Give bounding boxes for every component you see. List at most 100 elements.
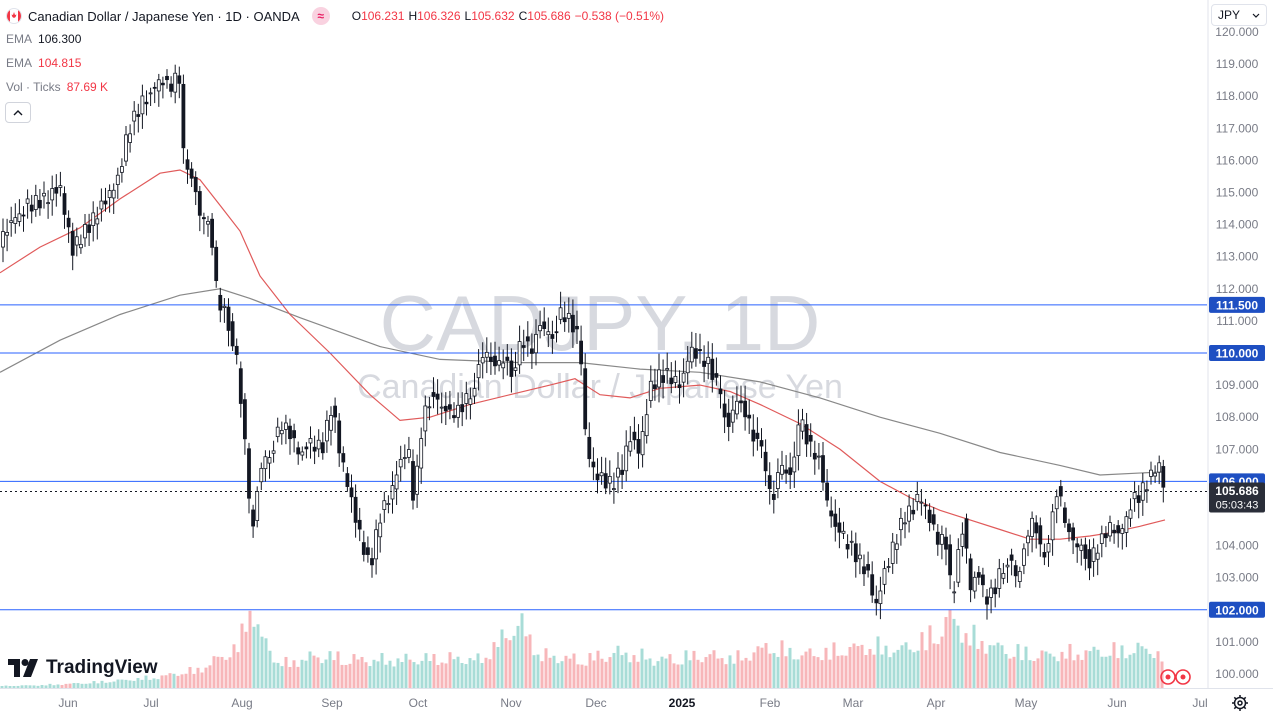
- candle-body: [952, 591, 957, 594]
- time-axis[interactable]: Jun Jul Aug Sep Oct Nov Dec 2025 Feb Mar Apr May Jun…: [0, 669, 1273, 710]
- candle-body: [579, 340, 583, 365]
- volume-bar: [68, 683, 72, 688]
- candle-body: [456, 404, 461, 418]
- candle-body: [42, 192, 46, 197]
- candle-body: [841, 530, 846, 534]
- candle: [1095, 544, 1100, 576]
- candle: [583, 353, 588, 436]
- candle-body: [1, 231, 5, 248]
- candle: [911, 498, 916, 521]
- candle-body: [415, 465, 420, 495]
- volume-bar: [388, 660, 392, 688]
- candle-body: [595, 473, 600, 481]
- candle-body: [9, 220, 14, 223]
- volume-bar: [160, 675, 164, 688]
- candle-body: [58, 185, 63, 188]
- candle-body: [763, 451, 768, 472]
- ohlc-key: H: [408, 9, 418, 23]
- indicator-value: 104.815: [38, 56, 82, 70]
- candle: [181, 74, 186, 164]
- volume-bar: [132, 680, 136, 688]
- volume-bar: [708, 654, 712, 688]
- candle: [1075, 537, 1080, 563]
- volume-bar: [876, 636, 880, 688]
- candle: [386, 495, 391, 514]
- candle: [1108, 515, 1112, 542]
- candle: [33, 184, 38, 217]
- candle: [197, 185, 202, 232]
- settings-gear-icon[interactable]: [1231, 694, 1249, 712]
- volume-bar: [892, 652, 896, 688]
- candle: [931, 507, 936, 531]
- candle-body: [673, 375, 678, 383]
- volume-bar: [552, 655, 556, 688]
- volume-bar: [168, 673, 172, 688]
- candle-body: [132, 110, 137, 122]
- candle-body: [587, 436, 592, 460]
- volume-bar: [244, 631, 248, 688]
- volume-bar: [624, 652, 628, 688]
- candle-body: [833, 513, 838, 527]
- candle-body: [79, 243, 83, 249]
- volume-bar: [144, 675, 148, 688]
- candle-body: [452, 415, 456, 419]
- compare-symbol-button[interactable]: ≈: [311, 7, 330, 25]
- candle: [382, 491, 387, 523]
- candle: [275, 417, 280, 443]
- candle: [870, 561, 875, 603]
- symbol-title[interactable]: Canadian Dollar / Japanese Yen · 1D · OA…: [28, 8, 300, 24]
- price-tick-label: 104.000: [1215, 539, 1259, 553]
- candle-body: [419, 438, 424, 469]
- volume-bar: [812, 656, 816, 688]
- currency-selector[interactable]: JPY: [1211, 4, 1267, 26]
- volume-bar: [332, 660, 336, 688]
- volume-bar: [536, 654, 540, 688]
- candle-body: [1116, 525, 1121, 534]
- candle-body: [845, 544, 850, 550]
- volume-bar: [524, 636, 528, 688]
- volume-bar: [844, 655, 848, 688]
- volume-bar: [1152, 658, 1156, 688]
- volume-bar: [1000, 645, 1004, 688]
- candle-body: [706, 356, 711, 364]
- candle: [415, 454, 420, 508]
- volume-bar: [820, 660, 824, 688]
- price-axis[interactable]: 100.000 101.000 103.000 104.000 107.000 108.0…: [1207, 0, 1259, 688]
- indicator-ema-slow[interactable]: EMA 104.815: [6, 56, 81, 70]
- candle: [997, 558, 1002, 598]
- candle-body: [976, 572, 981, 578]
- candle-body: [558, 307, 563, 320]
- candle-body: [423, 405, 428, 432]
- volume-bar: [348, 663, 352, 688]
- candle-body: [148, 92, 153, 95]
- candle-body: [361, 542, 366, 555]
- candle: [1161, 459, 1166, 503]
- volume-bar: [280, 666, 284, 688]
- price-tick-label: 117.000: [1216, 121, 1259, 135]
- time-tick-label: Dec: [585, 696, 606, 710]
- candle: [718, 375, 723, 409]
- tradingview-logo[interactable]: TradingView: [8, 657, 158, 679]
- volume-bar: [896, 649, 900, 688]
- indicator-ema-fast[interactable]: EMA 106.300: [6, 32, 81, 46]
- candle-body: [985, 596, 989, 605]
- volume-bar: [916, 650, 920, 688]
- candle-body: [271, 450, 276, 454]
- candle: [981, 567, 985, 598]
- candle: [279, 421, 284, 445]
- candle: [173, 64, 178, 104]
- volume-bar: [804, 651, 808, 688]
- volume-bar: [460, 663, 464, 688]
- candle-body: [607, 476, 612, 484]
- volume-bar: [424, 653, 428, 688]
- volume-bar: [52, 685, 56, 688]
- candle-body: [185, 159, 190, 170]
- candle: [853, 532, 858, 578]
- candle: [710, 343, 715, 393]
- candle: [87, 213, 91, 246]
- candle: [1042, 543, 1047, 566]
- candle: [493, 341, 497, 375]
- indicator-volume[interactable]: Vol · Ticks 87.69 K: [6, 80, 108, 94]
- collapse-legend-button[interactable]: [5, 102, 31, 123]
